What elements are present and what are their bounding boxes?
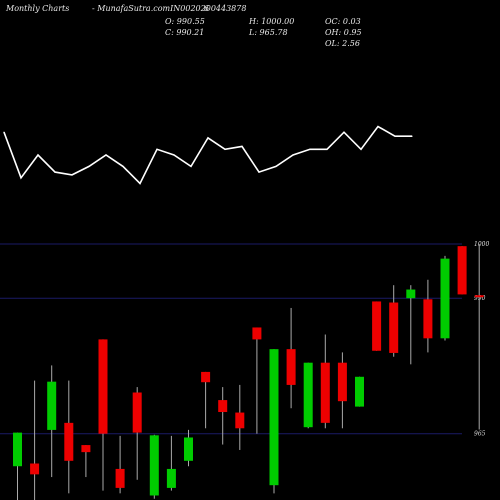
candle-body bbox=[81, 445, 91, 453]
candle-body bbox=[440, 258, 450, 339]
stat-low: L: 965.78 bbox=[249, 28, 288, 37]
line-point bbox=[292, 154, 294, 156]
candle-body bbox=[218, 400, 228, 413]
candle-body bbox=[320, 362, 330, 423]
candle-body bbox=[355, 376, 364, 407]
indicator-line bbox=[3, 125, 412, 185]
line-point bbox=[3, 131, 5, 133]
line-point bbox=[343, 131, 345, 133]
line-point bbox=[275, 165, 277, 167]
candle-body bbox=[64, 422, 74, 461]
line-point bbox=[37, 154, 39, 156]
candle-body bbox=[337, 362, 347, 402]
candle-body bbox=[184, 437, 193, 461]
candle-body bbox=[115, 468, 125, 488]
line-point bbox=[139, 182, 141, 185]
candle-body bbox=[201, 371, 211, 383]
candle-body bbox=[372, 301, 382, 351]
line-point bbox=[394, 135, 396, 137]
line-point bbox=[411, 135, 413, 137]
y-tick-label: 1000 bbox=[474, 241, 489, 248]
line-point bbox=[258, 171, 260, 173]
candle-body bbox=[30, 463, 40, 475]
candle-body bbox=[252, 327, 262, 340]
y-tick-label: 965 bbox=[474, 431, 486, 438]
candle-body bbox=[269, 349, 279, 486]
line-point bbox=[309, 148, 311, 150]
line-point bbox=[377, 125, 379, 128]
symbol-prefix: - bbox=[92, 4, 98, 13]
line-point bbox=[20, 177, 22, 179]
candle-body bbox=[13, 432, 22, 467]
line-point bbox=[54, 171, 56, 173]
line-point bbox=[224, 148, 226, 150]
line-point bbox=[360, 148, 362, 150]
candle-body bbox=[235, 412, 245, 429]
line-point bbox=[122, 165, 124, 167]
candle-body bbox=[166, 468, 176, 488]
candle-body bbox=[474, 295, 484, 298]
indicator-line-panel bbox=[3, 125, 413, 185]
candlestick-panel: 1000 990 965 bbox=[0, 241, 489, 500]
stat-high: H: 1000.00 bbox=[249, 17, 295, 26]
line-point bbox=[190, 165, 192, 167]
candle-body bbox=[389, 302, 399, 353]
line-point bbox=[241, 145, 243, 147]
candle-body bbox=[406, 289, 416, 299]
line-point bbox=[105, 154, 107, 156]
stat-ol: OL: 2.56 bbox=[325, 39, 360, 48]
stat-oh: OH: 0.95 bbox=[325, 28, 362, 37]
line-point bbox=[71, 174, 73, 176]
site-name: MunafaSutra.com bbox=[97, 4, 171, 13]
candle-body bbox=[47, 381, 57, 430]
symbol-label: - MunafaSutra.comIN0020200443878 bbox=[92, 4, 246, 13]
candle-body bbox=[98, 339, 108, 434]
line-point bbox=[173, 154, 175, 156]
period-label: 6 bbox=[204, 4, 210, 13]
candle-body bbox=[457, 246, 467, 295]
candle-body bbox=[132, 392, 142, 433]
stat-open: O: 990.55 bbox=[165, 17, 205, 26]
candle-body bbox=[423, 299, 433, 339]
candle-body bbox=[149, 435, 159, 496]
stat-oc: OC: 0.03 bbox=[325, 17, 361, 26]
candle-body bbox=[286, 349, 296, 385]
line-point bbox=[156, 148, 158, 150]
chart-brand-label: Monthly Charts bbox=[6, 4, 70, 13]
candle-body bbox=[303, 362, 313, 428]
stat-close: C: 990.21 bbox=[165, 28, 205, 37]
security-code: IN0020200443878 bbox=[170, 4, 247, 13]
line-point bbox=[207, 137, 209, 139]
line-point bbox=[326, 148, 328, 150]
y-tick-label: 990 bbox=[474, 295, 486, 302]
line-point bbox=[88, 165, 90, 167]
